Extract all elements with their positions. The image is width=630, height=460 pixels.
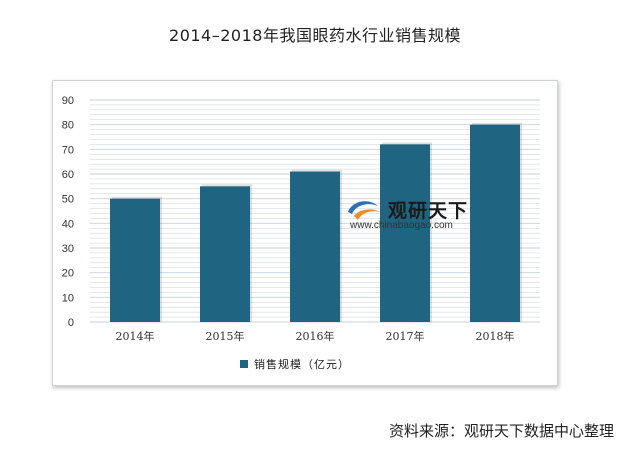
watermark-name: 观研天下 [388,200,469,222]
x-tick-label: 2014年 [116,329,155,343]
watermark-url: www.chinabaogao.com [350,220,453,231]
x-tick-label: 2017年 [386,329,425,343]
y-tick-label: 90 [62,95,74,107]
y-tick-label: 10 [62,292,74,304]
y-tick-label: 20 [62,268,74,280]
y-tick-label: 80 [62,120,74,132]
y-tick-label: 30 [62,243,74,255]
y-tick-label: 40 [62,218,74,230]
y-tick-label: 50 [62,194,74,206]
x-tick-label: 2018年 [476,329,515,343]
bar [110,198,160,322]
x-axis-ticks: 2014年 2015年 2016年 2017年 2018年 [116,329,515,343]
y-tick-label: 0 [68,317,74,329]
bar [380,144,430,322]
chart-title: 2014–2018年我国眼药水行业销售规模 [169,26,461,45]
y-axis-ticks: 0 10 20 30 40 50 60 70 80 90 [62,95,74,329]
bar [470,124,520,323]
legend-swatch [240,360,248,368]
watermark: 观研天下 www.chinabaogao.com [344,196,494,236]
watermark-logo-icon [348,201,380,220]
y-tick-label: 60 [62,169,74,181]
source-note: 资料来源：观研天下数据中心整理 [388,422,614,440]
bar [200,186,250,322]
bar [290,171,340,322]
x-tick-label: 2015年 [206,329,245,343]
bars [110,122,522,323]
y-tick-label: 70 [62,144,74,156]
legend-label: 销售规模（亿元） [254,358,350,371]
x-tick-label: 2016年 [296,329,335,343]
